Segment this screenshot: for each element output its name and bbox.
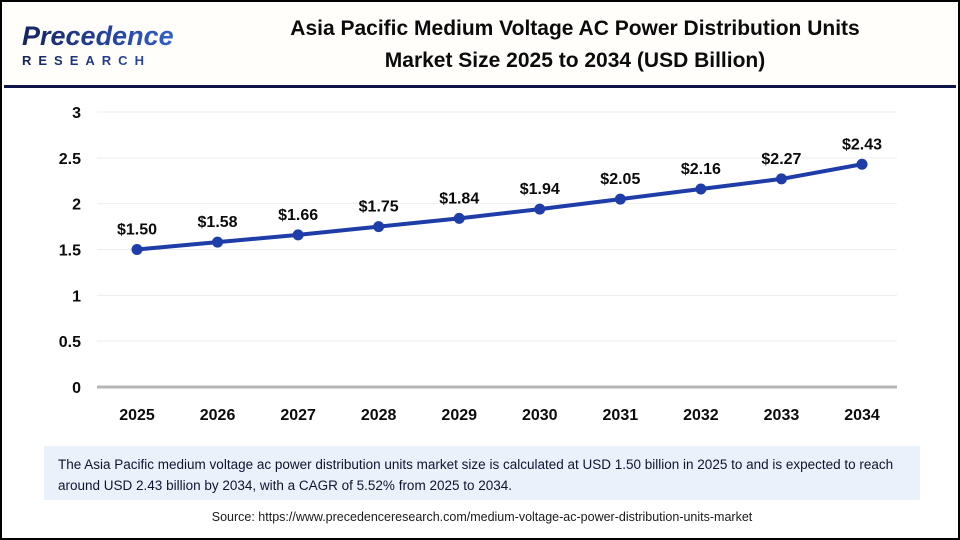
chart-title-line2: Market Size 2025 to 2034 (USD Billion) (384, 48, 766, 72)
data-point-label: $1.84 (439, 190, 479, 207)
x-axis-tick-label: 2030 (522, 407, 558, 424)
chart-title-line1: Asia Pacific Medium Voltage AC Power Dis… (290, 17, 860, 40)
y-axis-tick-label: 0.5 (59, 334, 81, 351)
data-point-label: $2.27 (761, 151, 801, 168)
y-axis-tick-label: 1.5 (59, 243, 81, 260)
y-axis-tick-label: 2.5 (59, 151, 81, 168)
logo-brand-text: Precedence (22, 22, 222, 50)
summary-text: The Asia Pacific medium voltage ac power… (58, 457, 894, 493)
data-point-label: $2.43 (842, 136, 882, 153)
x-axis-tick-label: 2034 (844, 407, 880, 424)
data-point (453, 212, 465, 224)
header: Precedence RESEARCH Asia Pacific Medium … (4, 4, 956, 88)
data-point (212, 236, 224, 248)
data-line (135, 162, 864, 252)
source-text: Source: https://www.precedenceresearch.c… (211, 510, 753, 524)
y-axis-tick-label: 2 (72, 197, 81, 214)
y-axis-tick-label: 3 (72, 105, 81, 122)
data-point-label: $1.75 (359, 199, 399, 216)
data-point (373, 221, 385, 233)
y-axis-tick-label: 0 (72, 380, 81, 397)
data-point (614, 193, 626, 205)
y-axis-tick-label: 1 (72, 288, 81, 305)
data-point-label: $1.94 (520, 181, 560, 198)
data-point (695, 183, 707, 195)
data-point (775, 173, 787, 185)
data-point-label: $1.66 (278, 207, 318, 224)
chart-title: Asia Pacific Medium Voltage AC Power Dis… (222, 13, 956, 76)
x-axis-tick-label: 2032 (683, 407, 719, 424)
source-line: Source: https://www.precedenceresearch.c… (2, 510, 960, 524)
x-axis-tick-label: 2033 (764, 407, 800, 424)
x-axis-tick-label: 2026 (200, 407, 236, 424)
x-axis-tick-label: 2025 (119, 407, 155, 424)
x-axis-tick-label: 2031 (603, 407, 639, 424)
data-point-label: $2.16 (681, 161, 721, 178)
line-chart-svg: 0 0.5 1 1.5 2 2.5 3 2025 2026 2027 2028 2029 2030 203… (59, 105, 897, 424)
summary-callout: The Asia Pacific medium voltage ac power… (44, 446, 920, 500)
x-axis-tick-label: 2029 (441, 407, 477, 424)
data-point (856, 158, 868, 170)
precedence-research-logo: Precedence RESEARCH (4, 22, 222, 67)
data-point (534, 203, 546, 215)
data-point (131, 244, 143, 255)
data-point-label: $2.05 (600, 171, 640, 188)
logo-sub-text: RESEARCH (22, 54, 222, 67)
x-axis-tick-label: 2027 (280, 407, 316, 424)
market-size-line-chart: 0 0.5 1 1.5 2 2.5 3 2025 2026 2027 2028 2029 2030 203… (4, 88, 960, 438)
data-point (292, 229, 304, 241)
data-point-label: $1.50 (117, 222, 157, 239)
x-axis-tick-label: 2028 (361, 407, 397, 424)
data-point-label: $1.58 (198, 214, 238, 231)
